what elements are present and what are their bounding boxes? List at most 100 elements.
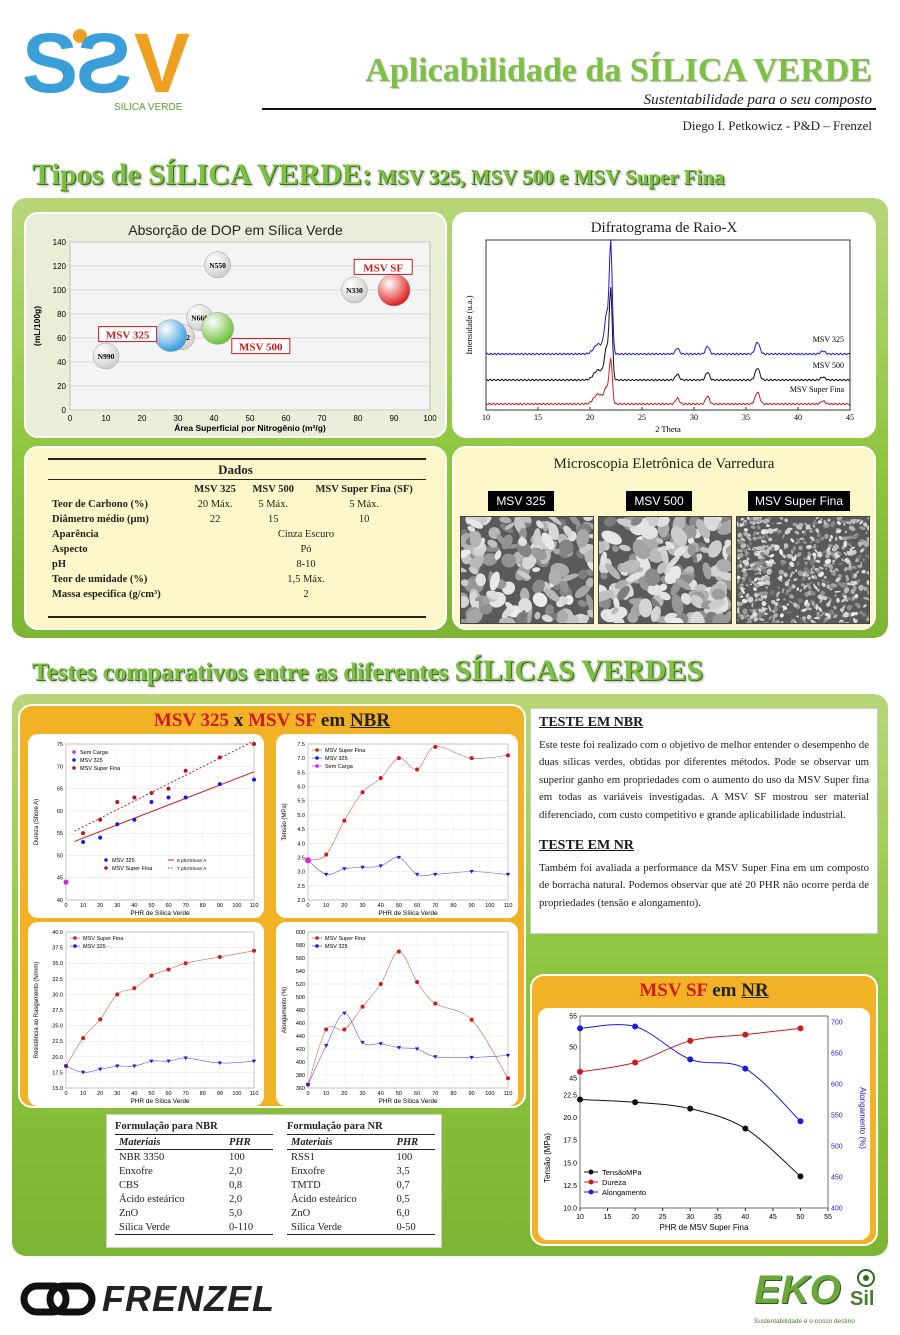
- x-tick-label: 100: [232, 1091, 241, 1097]
- sem-particle: [810, 590, 816, 596]
- y-tick-label: 4.0: [297, 841, 305, 847]
- tag-box: [98, 326, 158, 343]
- legend-label: MSV Super Fina: [80, 766, 121, 772]
- sem-particle: [827, 600, 832, 606]
- x-tick-label: 40: [131, 903, 137, 909]
- y-tick-label: 60: [57, 809, 63, 815]
- dados-cell: 20 Máx.: [197, 499, 233, 510]
- sem-particle: [754, 593, 758, 597]
- sem-particle: [746, 557, 750, 561]
- sem-particle: [854, 597, 858, 600]
- ftab-cell: 2,0: [229, 1193, 243, 1205]
- sem-particle: [741, 598, 748, 604]
- sem-particle: [770, 547, 775, 551]
- sem-particle: [611, 607, 619, 615]
- sem-particle: [474, 595, 485, 602]
- sem-image-msv500: [598, 516, 732, 624]
- sem-particle: [616, 518, 638, 528]
- sem-particle: [702, 562, 712, 580]
- sem-particle: [830, 520, 836, 528]
- sem-particle: [847, 542, 851, 546]
- sem-particle: [844, 530, 848, 533]
- sem-particle: [638, 598, 653, 618]
- legend-label: Dureza: [602, 1178, 627, 1187]
- series-label: MSV 325: [813, 335, 844, 344]
- y-tick-label: 50: [57, 853, 63, 859]
- sem-particle: [765, 545, 769, 549]
- sem-particle: [587, 533, 593, 539]
- dados-col: MSV Super Fina (SF): [315, 484, 413, 495]
- sem-particle: [466, 608, 483, 623]
- sem-particle: [690, 594, 705, 609]
- sem-particle: [863, 596, 869, 601]
- sem-particle: [756, 597, 759, 601]
- sem-particle: [763, 591, 768, 596]
- y-tick-label: 120: [53, 262, 67, 271]
- y-axis-label: Dureza (Shore A): [34, 799, 40, 845]
- sem-particle: [811, 575, 815, 579]
- sem-particle: [783, 572, 788, 577]
- data-point: [63, 879, 69, 885]
- nr-card: MSV SF em NR 10 15 20 25 30 35 40 45 50 55 45 50 55 1…: [530, 974, 878, 1246]
- ftab-cell: 0,5: [396, 1193, 410, 1205]
- y-axis-label: (mL/100g): [32, 306, 42, 346]
- legend-label: Alongamento: [602, 1188, 646, 1197]
- sem-particle: [813, 585, 818, 590]
- sem-particle: [857, 564, 862, 568]
- x-tick-label: 50: [148, 903, 154, 909]
- sem-particle: [770, 589, 775, 595]
- ftab-row: CBS 0,8: [115, 1178, 273, 1192]
- sem-particle: [576, 529, 590, 548]
- y-tick-label: 65: [57, 787, 63, 793]
- sem-particle: [737, 556, 741, 560]
- sem-particle: [773, 601, 779, 607]
- sem-particle: [746, 612, 749, 616]
- y-tick-label: 100: [53, 286, 67, 295]
- x-axis-label: PHR de Sílica Verde: [378, 910, 438, 917]
- data-point: [687, 1056, 694, 1063]
- sem-particle: [796, 587, 800, 591]
- data-point: [433, 744, 438, 749]
- sem-particle: [601, 530, 622, 545]
- sem-particle: [708, 599, 726, 609]
- y-tick-label: 35.0: [52, 961, 63, 967]
- sem-particle: [541, 532, 555, 550]
- sem-particle: [687, 537, 695, 544]
- sem-particle: [749, 583, 752, 586]
- data-point: [415, 980, 420, 985]
- y2-tick-label: 450: [831, 1175, 843, 1182]
- y-tick-label: 37.5: [52, 946, 63, 952]
- sem-particle: [741, 576, 745, 580]
- y-tick-label: 2.5: [297, 884, 305, 890]
- y-tick-label: 600: [296, 930, 305, 936]
- data-point: [183, 961, 188, 966]
- dados-card: Dados MSV 325 MSV 500 MSV Super Fina (SF…: [24, 446, 447, 630]
- sem-particle: [742, 572, 748, 578]
- sem-particle: [797, 598, 803, 604]
- sem-particle: [758, 517, 762, 519]
- dados-row: Aparência Cinza Escuro: [48, 527, 426, 542]
- data-point: [149, 973, 154, 978]
- sem-particle: [843, 551, 848, 556]
- data-point-label: N990: [98, 352, 115, 361]
- sem-particle: [787, 565, 792, 570]
- sem-particle: [808, 618, 813, 621]
- data-point: [305, 1083, 311, 1087]
- sem-particle: [815, 517, 820, 520]
- legend-marker: [104, 858, 108, 862]
- x-tick-label: 70: [183, 1091, 189, 1097]
- x-tick-label: 10: [323, 903, 329, 909]
- sem-particle: [754, 550, 758, 555]
- sem-particle: [848, 525, 856, 531]
- sem-particle: [753, 587, 757, 591]
- sem-particle: [763, 607, 768, 610]
- sem-particle: [617, 585, 630, 601]
- sem-particle: [750, 525, 756, 529]
- x-tick-label: 90: [469, 1091, 475, 1097]
- data-point: [469, 870, 474, 874]
- x-tick-label: 40: [131, 1091, 137, 1097]
- sem-particle: [859, 526, 866, 531]
- sem-particle: [716, 559, 731, 573]
- data-point: [201, 312, 234, 345]
- ftab-head: PHR: [396, 1136, 419, 1148]
